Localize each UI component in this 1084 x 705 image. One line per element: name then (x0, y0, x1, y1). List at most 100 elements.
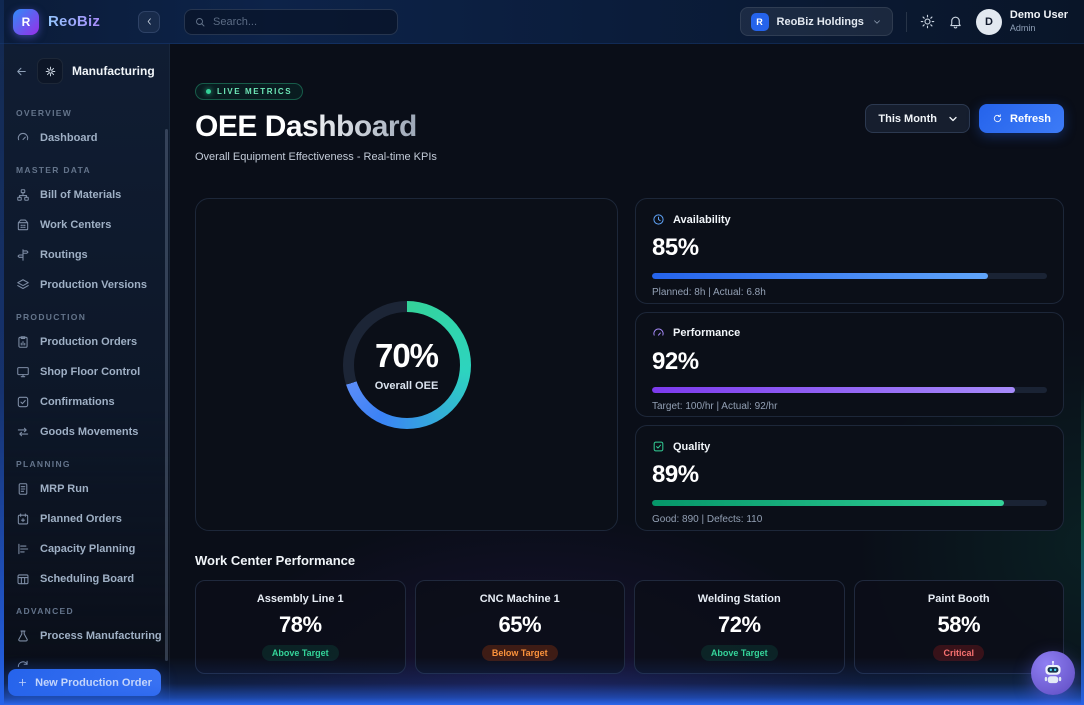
sidebar-collapse-button[interactable] (138, 10, 160, 33)
page-title: OEE Dashboard (195, 110, 437, 144)
status-badge: Above Target (700, 645, 778, 661)
oee-gauge: 70% Overall OEE (342, 300, 471, 429)
period-select-value: This Month (878, 112, 938, 125)
sidebar-item-label: Routings (40, 249, 88, 261)
sidebar-header: Manufacturing (0, 44, 169, 96)
sidebar-item-shop-floor-control[interactable]: Shop Floor Control (8, 357, 161, 387)
back-button[interactable] (15, 65, 28, 78)
sidebar-item-capacity-planning[interactable]: Capacity Planning (8, 534, 161, 564)
sidebar-item-label: Planned Orders (40, 513, 122, 525)
sidebar-item-label: Shop Floor Control (40, 366, 141, 378)
tenant-initial: R (756, 16, 763, 27)
search-box[interactable] (184, 8, 398, 35)
signpost-icon (17, 249, 29, 261)
sidebar-item-production-orders[interactable]: Production Orders (8, 327, 161, 357)
clock-icon (652, 213, 665, 226)
availability-progress-track (652, 273, 1047, 279)
sidebar-item-mrp-run[interactable]: MRP Run (8, 474, 161, 504)
gantt-icon (18, 543, 29, 555)
sidebar-item-label: Goods Movements (40, 426, 139, 438)
notifications-button[interactable] (948, 14, 963, 29)
live-badge-label: LIVE METRICS (217, 87, 293, 96)
sidebar-item-label: Capacity Planning (40, 543, 136, 555)
availability-card: Availability 85% Planned: 8h | Actual: 6… (635, 198, 1064, 304)
page-subtitle: Overall Equipment Effectiveness - Real-t… (195, 151, 437, 163)
sidebar-item-goods-movements[interactable]: Goods Movements (8, 417, 161, 447)
work-center-card: Paint Booth 58% Critical (853, 580, 1064, 674)
brand-logo-initial: R (21, 14, 31, 29)
hierarchy-icon (17, 189, 29, 201)
refresh-label: Refresh (1010, 112, 1051, 125)
search-icon (196, 17, 205, 26)
tenant-logo: R (750, 12, 769, 31)
performance-card: Performance 92% Target: 100/hr | Actual:… (635, 311, 1064, 418)
work-center-card: Assembly Line 1 78% Above Target (195, 580, 406, 674)
sidebar-item-process-manufacturing[interactable]: Process Manufacturing (8, 621, 162, 651)
chevron-down-icon (874, 19, 880, 24)
chatbot-button[interactable] (1031, 651, 1075, 695)
metric-name: Quality (673, 440, 711, 453)
avatar-initial: D (984, 15, 993, 28)
metric-detail: Target: 100/hr | Actual: 92/hr (652, 400, 778, 412)
status-badge: Below Target (481, 645, 558, 661)
sidebar-item-scheduling-board[interactable]: Scheduling Board (8, 564, 161, 594)
flask-icon (18, 630, 28, 642)
metric-detail: Good: 890 | Defects: 110 (652, 514, 763, 526)
status-badge: Critical (933, 645, 984, 661)
sidebar-item-bill-of-materials[interactable]: Bill of Materials (8, 180, 161, 210)
sidebar-item-confirmations[interactable]: Confirmations (8, 387, 161, 417)
sidebar-item-dashboard[interactable]: Dashboard (8, 123, 161, 153)
robot-icon (1044, 660, 1062, 684)
clipboard-chart-icon (18, 336, 28, 348)
refresh-button[interactable]: Refresh (979, 104, 1064, 133)
sidebar-item-label: Bill of Materials (40, 189, 122, 201)
new-production-order-button[interactable]: New Production Order (8, 669, 161, 696)
nav-section-label: MASTER DATA (16, 165, 91, 175)
gauge-icon (17, 132, 29, 141)
topbar-brand-area: R ReoBiz (0, 0, 170, 43)
oee-label: Overall OEE (374, 380, 439, 392)
nav-section-label: PLANNING (16, 459, 71, 469)
sidebar-item-label: Production Versions (40, 279, 147, 291)
work-center-value: 65% (498, 612, 542, 637)
speedometer-icon (652, 327, 665, 340)
sun-icon (920, 14, 935, 29)
work-center-name: Welding Station (697, 593, 781, 605)
performance-progress-track (652, 386, 1047, 393)
quality-card: Quality 89% Good: 890 | Defects: 110 (635, 425, 1064, 532)
module-icon-tile (37, 58, 63, 84)
swap-arrows-icon (17, 427, 29, 437)
sidebar-item-label: Production Orders (40, 336, 138, 348)
work-center-name: CNC Machine 1 (479, 593, 560, 605)
sidebar-scrollbar[interactable] (165, 129, 168, 661)
sidebar-item-work-centers[interactable]: Work Centers (8, 210, 161, 240)
sidebar-item-routings[interactable]: Routings (8, 240, 161, 270)
new-production-order-label: New Production Order (35, 676, 152, 689)
calendar-plus-icon (17, 513, 29, 525)
chevron-left-icon (147, 18, 151, 25)
topbar: R ReoBiz R ReoBiz Holdings D (0, 0, 1084, 44)
sidebar-item-production-versions[interactable]: Production Versions (8, 270, 161, 300)
sidebar-item-planned-orders[interactable]: Planned Orders (8, 504, 161, 534)
oee-value: 70% (374, 337, 439, 374)
user-menu[interactable]: D Demo User Admin (975, 8, 1068, 35)
quality-progress-track (652, 500, 1047, 507)
document-list-icon (18, 483, 28, 495)
theme-toggle-button[interactable] (920, 14, 935, 29)
check-square-icon (652, 440, 665, 453)
plus-icon (19, 678, 27, 687)
nav-section-label: PRODUCTION (16, 312, 87, 322)
search-input[interactable] (213, 15, 388, 28)
period-select[interactable]: This Month (865, 104, 971, 133)
sidebar-item-label: Process Manufacturing (40, 630, 162, 642)
topbar-main: R ReoBiz Holdings D Demo User Admin (170, 0, 1084, 43)
topbar-divider (905, 11, 907, 32)
sidebar-item-label: Scheduling Board (40, 573, 135, 585)
status-badge: Above Target (261, 645, 339, 661)
tenant-selector[interactable]: R ReoBiz Holdings (739, 7, 893, 36)
topbar-right: R ReoBiz Holdings D Demo User Admin (739, 7, 1068, 36)
metric-detail: Planned: 8h | Actual: 6.8h (652, 287, 766, 298)
arrow-left-icon (17, 67, 26, 75)
live-metrics-badge: LIVE METRICS (195, 83, 304, 100)
user-role: Admin (1009, 22, 1036, 33)
